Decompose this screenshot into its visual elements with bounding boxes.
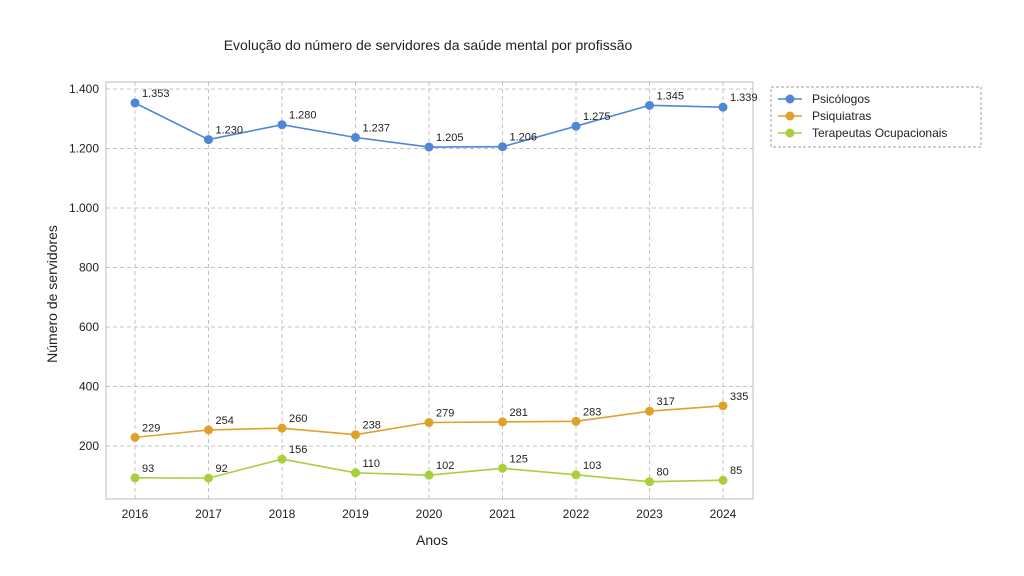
data-label: 1.353 bbox=[142, 88, 170, 100]
data-point bbox=[351, 468, 360, 478]
data-point bbox=[204, 473, 213, 483]
data-point bbox=[645, 406, 654, 416]
data-label: 125 bbox=[510, 453, 528, 465]
data-point bbox=[277, 423, 287, 433]
data-point bbox=[718, 401, 728, 411]
data-label: 85 bbox=[730, 465, 742, 477]
series-0: 1.353 1.230 1.280 1.237 1.205 1.206 1.275 1.345… bbox=[130, 88, 758, 152]
legend-label: Psicólogos bbox=[812, 92, 870, 106]
data-label: 1.275 bbox=[583, 111, 611, 123]
data-label: 229 bbox=[142, 422, 160, 434]
y-tick-label: 1.000 bbox=[69, 201, 99, 215]
y-tick-label: 200 bbox=[79, 439, 99, 453]
series: 1.353 1.230 1.280 1.237 1.205 1.206 1.275 1.345… bbox=[130, 88, 758, 487]
legend-marker bbox=[785, 94, 795, 104]
x-tick-label: 2020 bbox=[416, 507, 443, 521]
data-label: 335 bbox=[730, 391, 748, 403]
data-label: 283 bbox=[583, 406, 601, 418]
x-tick-label: 2017 bbox=[195, 507, 222, 521]
x-axis-label: Anos bbox=[416, 532, 448, 548]
legend-marker bbox=[785, 128, 795, 138]
data-label: 93 bbox=[142, 463, 154, 475]
y-tick-label: 800 bbox=[79, 261, 99, 275]
data-label: 1.280 bbox=[289, 110, 317, 122]
legend-box bbox=[770, 86, 982, 148]
data-point bbox=[645, 100, 654, 110]
x-tick-label: 2021 bbox=[489, 507, 516, 521]
x-tick-label: 2022 bbox=[563, 507, 590, 521]
data-point bbox=[424, 417, 434, 427]
data-point bbox=[498, 417, 507, 427]
x-axis-ticks: 2016 2017 2018 2019 2020 2021 2022 2023 2024 bbox=[122, 507, 737, 521]
data-label: 103 bbox=[583, 460, 601, 472]
data-label: 102 bbox=[436, 460, 454, 472]
data-point bbox=[130, 473, 140, 483]
data-label: 279 bbox=[436, 407, 454, 419]
series-1: 229 254 260 238 279 281 283 317 335 bbox=[130, 391, 748, 442]
x-tick-label: 2023 bbox=[636, 507, 663, 521]
data-point bbox=[718, 475, 728, 485]
x-tick-label: 2024 bbox=[710, 507, 737, 521]
legend-marker bbox=[785, 111, 795, 121]
x-tick-label: 2016 bbox=[122, 507, 149, 521]
y-tick-label: 1.200 bbox=[69, 142, 99, 156]
data-point bbox=[130, 432, 140, 442]
data-label: 110 bbox=[363, 458, 381, 470]
data-label: 1.345 bbox=[657, 90, 685, 102]
data-label: 281 bbox=[510, 407, 528, 419]
data-label: 1.206 bbox=[510, 132, 538, 144]
chart-title: Evolução do número de servidores da saúd… bbox=[224, 37, 633, 53]
data-label: 317 bbox=[657, 396, 675, 408]
data-label: 254 bbox=[216, 415, 234, 427]
legend-label: Terapeutas Ocupacionais bbox=[812, 126, 947, 140]
data-point bbox=[204, 135, 213, 145]
data-label: 92 bbox=[216, 463, 228, 475]
data-label: 238 bbox=[363, 420, 381, 432]
plot-area-frame bbox=[105, 81, 754, 500]
y-axis-label: Número de servidores bbox=[44, 225, 60, 363]
data-point bbox=[571, 121, 581, 131]
y-tick-label: 400 bbox=[79, 380, 99, 394]
data-label: 80 bbox=[657, 467, 669, 479]
data-label: 1.339 bbox=[730, 92, 758, 104]
data-point bbox=[498, 142, 507, 152]
data-point bbox=[498, 463, 507, 473]
data-label: 1.237 bbox=[363, 122, 391, 134]
data-point bbox=[645, 477, 654, 487]
data-point bbox=[718, 102, 728, 112]
y-tick-label: 1.400 bbox=[69, 82, 99, 96]
data-point bbox=[277, 454, 287, 464]
data-point bbox=[351, 430, 360, 440]
legend-label: Psiquiatras bbox=[812, 109, 871, 123]
data-label: 260 bbox=[289, 413, 307, 425]
data-point bbox=[351, 132, 360, 142]
data-point bbox=[424, 142, 434, 152]
data-point bbox=[571, 470, 581, 480]
legend: Psicólogos Psiquiatras Terapeutas Ocupacio… bbox=[770, 86, 982, 148]
x-tick-label: 2018 bbox=[269, 507, 296, 521]
x-tick-label: 2019 bbox=[342, 507, 369, 521]
series-2: 93 92 156 110 102 125 103 80 85 bbox=[130, 444, 742, 487]
data-label: 156 bbox=[289, 444, 307, 456]
data-label: 1.230 bbox=[216, 125, 244, 137]
data-point bbox=[130, 98, 140, 108]
data-point bbox=[571, 416, 581, 426]
y-axis-ticks: 200 400 600 800 1.000 1.200 1.400 bbox=[69, 82, 99, 453]
legend-item: Psiquiatras bbox=[778, 109, 871, 123]
y-tick-label: 600 bbox=[79, 320, 99, 334]
legend-item: Psicólogos bbox=[778, 92, 870, 106]
data-point bbox=[204, 425, 213, 435]
data-point bbox=[277, 120, 287, 130]
data-label: 1.205 bbox=[436, 132, 464, 144]
legend-item: Terapeutas Ocupacionais bbox=[778, 126, 947, 140]
data-point bbox=[424, 470, 434, 480]
